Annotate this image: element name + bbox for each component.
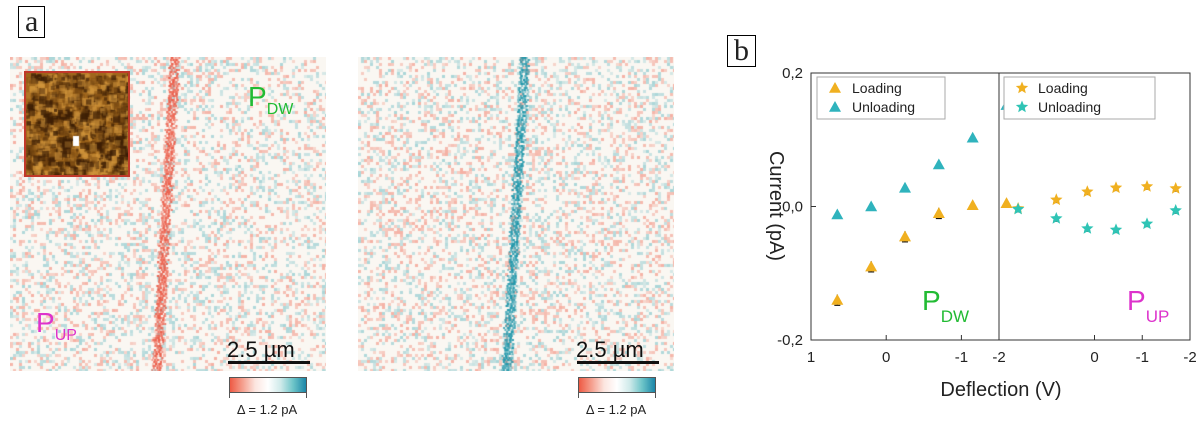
current-map-right-canvas bbox=[358, 57, 674, 371]
point-1-1-5 bbox=[1169, 204, 1182, 216]
y-tick-label-1: 0,0 bbox=[782, 199, 803, 216]
legend-right-unloading: Unloading bbox=[1038, 99, 1101, 115]
point-1-0-4 bbox=[1140, 180, 1154, 192]
scalebar-right bbox=[577, 361, 659, 364]
point-1-1-1 bbox=[1050, 212, 1063, 224]
pup-label-map: PUP bbox=[36, 307, 77, 345]
point-1-1-3 bbox=[1109, 223, 1123, 236]
x-tick-label-1-3: -2 bbox=[1183, 349, 1196, 366]
scalebar-left-label: 2.5 µm bbox=[227, 337, 295, 362]
x-tick-label-0-0: 1 bbox=[807, 349, 815, 366]
x-tick-label-0-1: 0 bbox=[882, 349, 890, 366]
panel-b-label: b bbox=[727, 35, 756, 67]
point-0-0-4 bbox=[966, 199, 979, 210]
scalebar-left bbox=[228, 361, 310, 364]
point-1-1-2 bbox=[1081, 222, 1094, 234]
legend-right-loading-marker bbox=[1015, 81, 1029, 94]
point-0-0-1 bbox=[865, 260, 878, 272]
current-map-right: 2.5 µm bbox=[358, 57, 674, 371]
colorbar-right-label: Δ = 1.2 pA bbox=[585, 402, 647, 417]
current-map-left: PDW PUP 2.5 µm bbox=[10, 57, 326, 371]
point-1-0-5 bbox=[1169, 182, 1182, 194]
x-tick-label-1-1: 0 bbox=[1090, 349, 1098, 366]
legend-right-loading: Loading bbox=[1038, 80, 1088, 96]
y-axis-label: Current (pA) bbox=[765, 151, 787, 261]
topography-inset bbox=[24, 71, 130, 177]
legend-left-loading-marker bbox=[829, 82, 841, 93]
scalebar-right-label: 2.5 µm bbox=[576, 337, 644, 362]
point-1-1-0 bbox=[1011, 202, 1025, 215]
pup-annotation: PUP bbox=[1127, 285, 1169, 326]
point-1-0-1 bbox=[1050, 193, 1063, 206]
legend-left-loading: Loading bbox=[852, 80, 902, 96]
pdw-label-map: PDW bbox=[248, 81, 294, 119]
legend-right-unloading-marker bbox=[1015, 100, 1029, 113]
legend-left-unloading: Unloading bbox=[852, 99, 915, 115]
point-0-0-5 bbox=[1000, 197, 1013, 208]
colorbar-right-ticks bbox=[578, 393, 656, 398]
x-tick-label-1-2: -1 bbox=[1136, 349, 1149, 366]
point-0-0-3 bbox=[932, 207, 945, 218]
topography-inset-canvas bbox=[26, 73, 128, 175]
colorbar-left-label: Δ = 1.2 pA bbox=[236, 402, 298, 417]
point-1-0-2 bbox=[1081, 185, 1094, 198]
point-0-1-2 bbox=[899, 181, 911, 193]
point-0-0-2 bbox=[899, 230, 911, 242]
point-0-1-4 bbox=[966, 131, 979, 143]
point-0-1-0 bbox=[831, 208, 844, 220]
x-tick-label-1-0: -2 bbox=[992, 349, 1005, 366]
legend-left-unloading-marker bbox=[829, 101, 841, 112]
pdw-annotation: PDW bbox=[922, 285, 969, 326]
point-1-0-3 bbox=[1109, 181, 1123, 194]
y-tick-label-2: -0,2 bbox=[777, 332, 803, 349]
point-1-1-4 bbox=[1140, 217, 1154, 230]
colorbar-right bbox=[578, 377, 656, 393]
x-tick-label-0-2: -1 bbox=[955, 349, 968, 366]
point-0-0-0 bbox=[831, 293, 844, 305]
point-0-1-3 bbox=[932, 158, 945, 170]
legend-left bbox=[816, 76, 946, 120]
point-0-1-1 bbox=[865, 200, 878, 212]
panel-a-label: a bbox=[18, 6, 46, 38]
colorbar-left-ticks bbox=[229, 393, 307, 398]
legend-right bbox=[1003, 76, 1156, 120]
colorbar-left bbox=[229, 377, 307, 393]
y-tick-label-0: 0,2 bbox=[782, 65, 803, 82]
x-axis-label: Deflection (V) bbox=[940, 379, 1061, 401]
